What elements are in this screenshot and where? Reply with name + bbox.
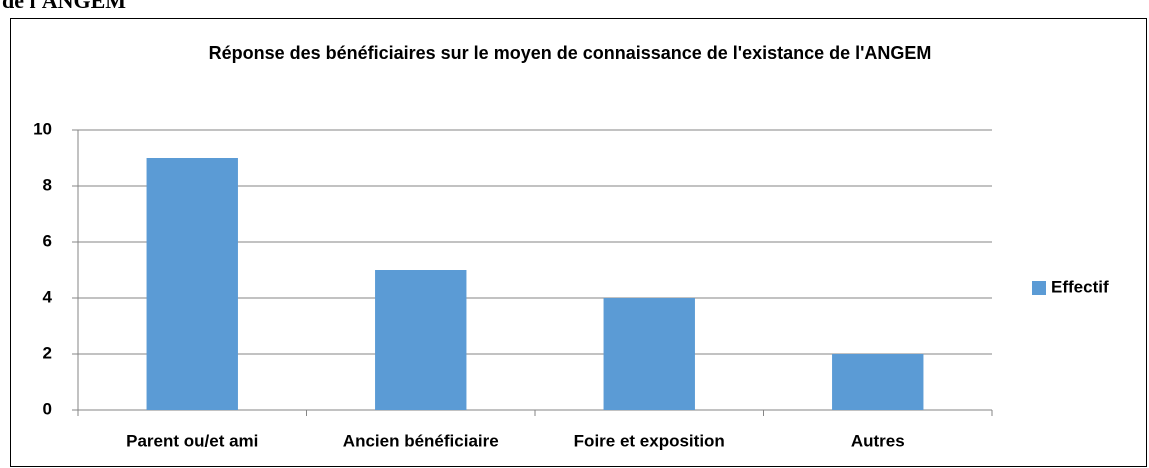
bar [832, 354, 924, 410]
x-tick-label: Foire et exposition [574, 431, 725, 450]
x-tick-label: Autres [851, 431, 905, 450]
y-tick-label: 4 [43, 287, 53, 306]
y-tick-label: 0 [43, 399, 52, 418]
y-tick-label: 10 [33, 119, 52, 138]
caption: de l'ANGEM [2, 0, 127, 13]
chart-frame [10, 18, 1147, 467]
bar [375, 270, 467, 410]
bar [603, 298, 695, 410]
y-tick-label: 8 [43, 175, 52, 194]
legend-swatch [1032, 281, 1046, 295]
x-tick-label: Parent ou/et ami [126, 431, 258, 450]
x-tick-label: Ancien bénéficiaire [343, 431, 499, 450]
y-tick-label: 6 [43, 231, 52, 250]
legend-label: Effectif [1051, 277, 1109, 296]
bar [146, 158, 238, 410]
chart-title: Réponse des bénéficiaires sur le moyen d… [208, 43, 932, 63]
y-tick-label: 2 [43, 343, 52, 362]
